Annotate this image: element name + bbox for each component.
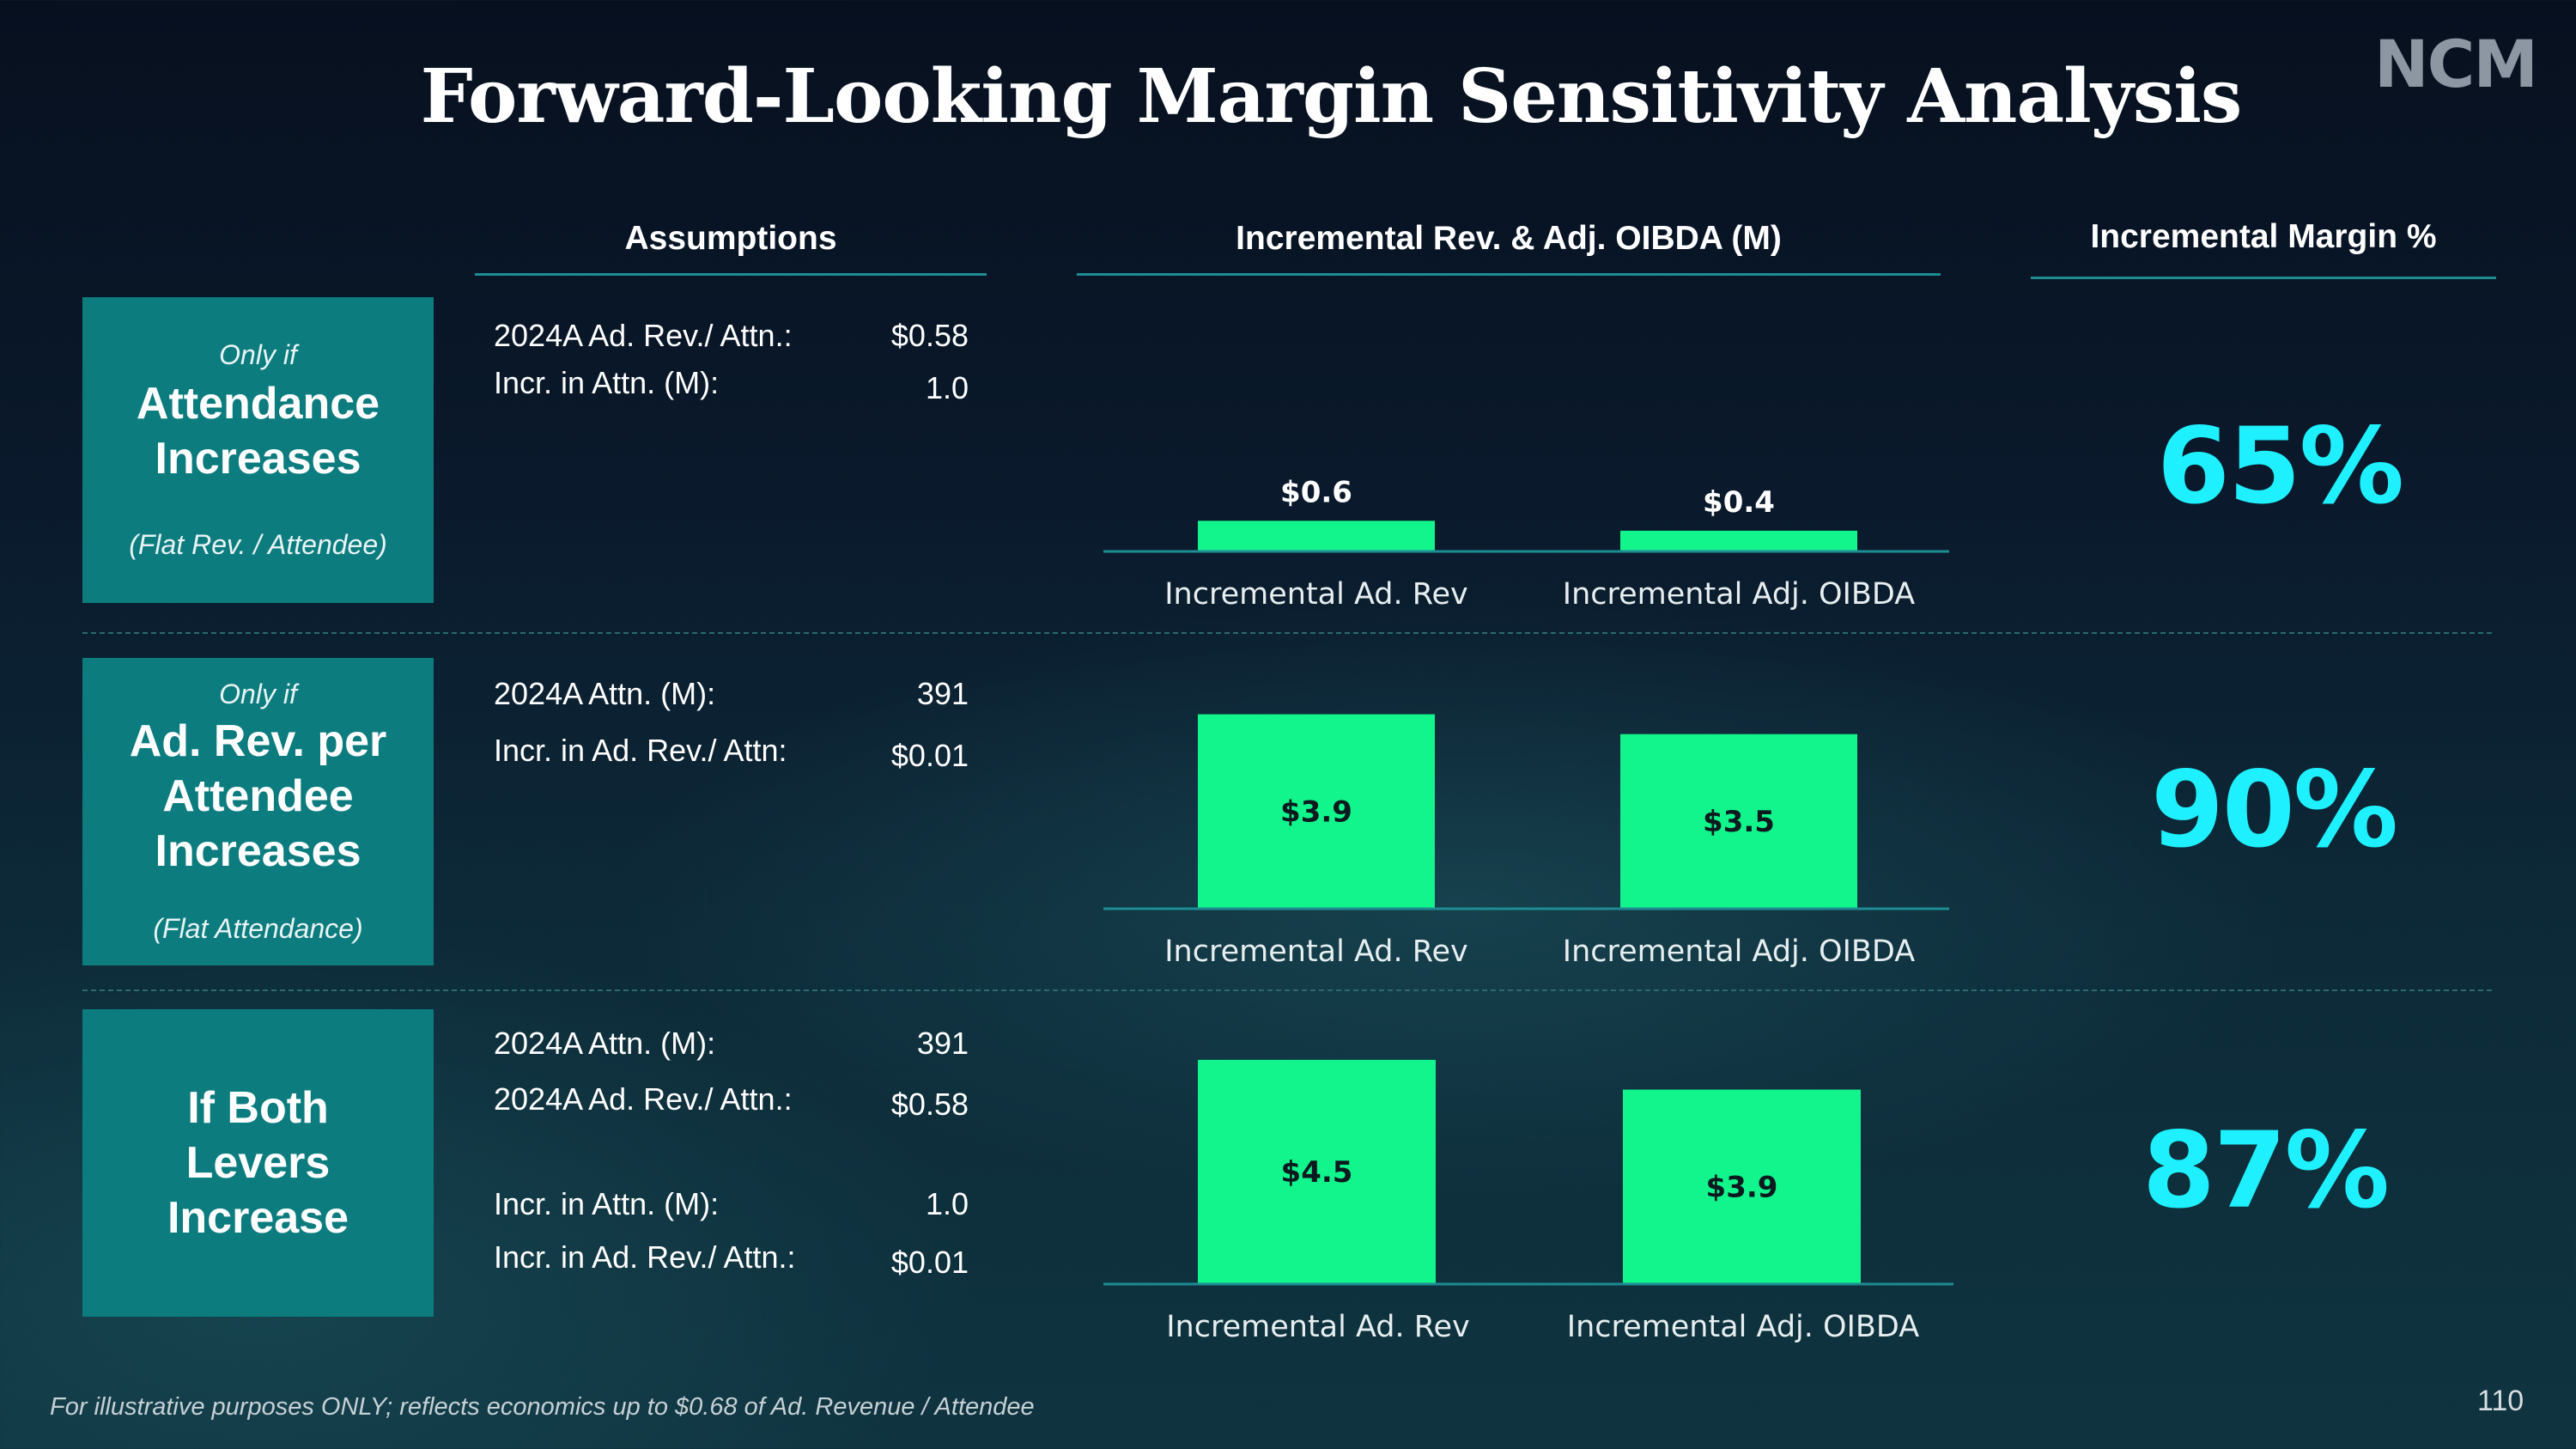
page-title: Forward-Looking Margin Sensitivity Analy… xyxy=(420,53,2243,140)
margin-value: 90% xyxy=(2150,749,2398,871)
assumption-value: $0.58 xyxy=(890,1087,969,1122)
assumption-value: $0.01 xyxy=(890,738,969,773)
assumption-label: Incr. in Attn. (M): xyxy=(494,365,720,400)
chart-rule xyxy=(1077,273,1941,276)
assumption-label: Incr. in Ad. Rev./ Attn: xyxy=(494,733,787,768)
lever-title-line: Attendee xyxy=(162,771,354,821)
category-label: Incremental Ad. Rev xyxy=(1166,1310,1470,1344)
chart-header: Incremental Rev. & Adj. OIBDA (M) xyxy=(1236,220,1782,257)
bar-value-label: $3.5 xyxy=(1703,805,1775,839)
margin-rule xyxy=(2031,277,2496,279)
assumption-label: Incr. in Ad. Rev./ Attn.: xyxy=(494,1239,796,1275)
lever-note: (Flat Rev. / Attendee) xyxy=(129,529,387,560)
ncm-logo: NCM xyxy=(2374,26,2538,102)
bar-value-label: $3.9 xyxy=(1280,795,1352,829)
assumption-value: 391 xyxy=(916,676,969,711)
lever-prefix: Only if xyxy=(219,339,297,370)
lever-ad-rev: Only if Ad. Rev. per Attendee Increases … xyxy=(82,658,434,965)
margin-value: 65% xyxy=(2156,405,2404,527)
bar-ad-rev xyxy=(1198,714,1435,908)
assumption-value: $0.01 xyxy=(890,1245,969,1280)
lever-title-line: Attendance xyxy=(136,379,380,429)
page-number: 110 xyxy=(2477,1385,2524,1417)
assumption-label: 2024A Attn. (M): xyxy=(494,676,716,711)
bar-adj-oibda xyxy=(1623,1089,1861,1283)
assumptions-rule xyxy=(475,273,987,276)
lever-title-line: Increases xyxy=(155,434,361,484)
assumption-label: Incr. in Attn. (M): xyxy=(494,1186,720,1221)
bar-value-label: $4.5 xyxy=(1281,1155,1353,1190)
lever-both: If Both Levers Increase xyxy=(82,1009,434,1317)
assumptions-header: Assumptions xyxy=(624,220,837,257)
bar-ad-rev xyxy=(1198,1059,1436,1283)
assumption-label: 2024A Attn. (M): xyxy=(494,1026,716,1061)
bar-value-label: $0.4 xyxy=(1703,485,1775,520)
category-label: Incremental Ad. Rev xyxy=(1164,577,1468,612)
bar-adj-oibda xyxy=(1620,530,1857,551)
lever-title-line: Ad. Rev. per xyxy=(129,716,387,766)
assumption-label: 2024A Ad. Rev./ Attn.: xyxy=(494,318,793,353)
category-label: Incremental Ad. Rev xyxy=(1164,935,1468,969)
assumption-value: 1.0 xyxy=(925,1186,969,1221)
lever-title-line: Levers xyxy=(185,1138,331,1188)
row-separator xyxy=(82,632,2492,634)
assumption-label: 2024A Ad. Rev./ Attn.: xyxy=(494,1081,793,1117)
category-label: Incremental Adj. OIBDA xyxy=(1562,577,1916,612)
row-separator xyxy=(82,989,2492,991)
margin-value: 87% xyxy=(2142,1110,2390,1232)
category-label: Incremental Adj. OIBDA xyxy=(1562,935,1916,969)
bar-value-label: $3.9 xyxy=(1706,1170,1778,1204)
bar-adj-oibda xyxy=(1620,734,1857,908)
lever-prefix: Only if xyxy=(219,679,297,709)
footnote: For illustrative purposes ONLY; reflects… xyxy=(50,1393,1035,1421)
bar-value-label: $0.6 xyxy=(1280,475,1352,509)
assumption-value: 391 xyxy=(916,1026,969,1061)
lever-title-line: Increases xyxy=(155,826,361,876)
lever-title-line: If Both xyxy=(187,1083,329,1133)
lever-note: (Flat Attendance) xyxy=(153,913,363,944)
margin-header: Incremental Margin % xyxy=(2090,218,2437,255)
assumption-value: $0.58 xyxy=(890,318,969,353)
lever-attendance: Only if Attendance Increases (Flat Rev. … xyxy=(82,297,434,603)
assumption-value: 1.0 xyxy=(925,370,969,405)
category-label: Incremental Adj. OIBDA xyxy=(1566,1310,1920,1344)
lever-title-line: Increase xyxy=(167,1193,349,1243)
bar-ad-rev xyxy=(1198,521,1435,551)
